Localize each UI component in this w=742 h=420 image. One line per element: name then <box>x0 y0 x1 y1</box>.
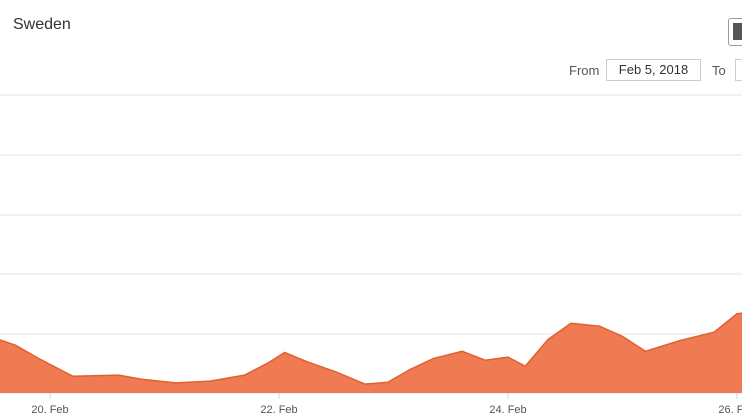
x-tick-label: 24. Feb <box>489 404 526 416</box>
to-label: To <box>712 63 726 78</box>
x-tick-label: 20. Feb <box>31 404 68 416</box>
x-tick-label: 26. Feb <box>718 404 742 416</box>
area-series-line <box>0 312 742 385</box>
date-range-selector: From Feb 5, 2018 To <box>0 59 742 83</box>
area-series <box>0 313 742 393</box>
toggle-indicator-icon <box>733 23 742 40</box>
x-tick-label: 22. Feb <box>260 404 297 416</box>
from-date-input[interactable]: Feb 5, 2018 <box>606 59 701 81</box>
to-date-input[interactable] <box>735 59 742 81</box>
chart-title: Sweden <box>13 16 71 33</box>
menu-toggle-button[interactable] <box>728 18 742 46</box>
from-label: From <box>569 63 600 78</box>
